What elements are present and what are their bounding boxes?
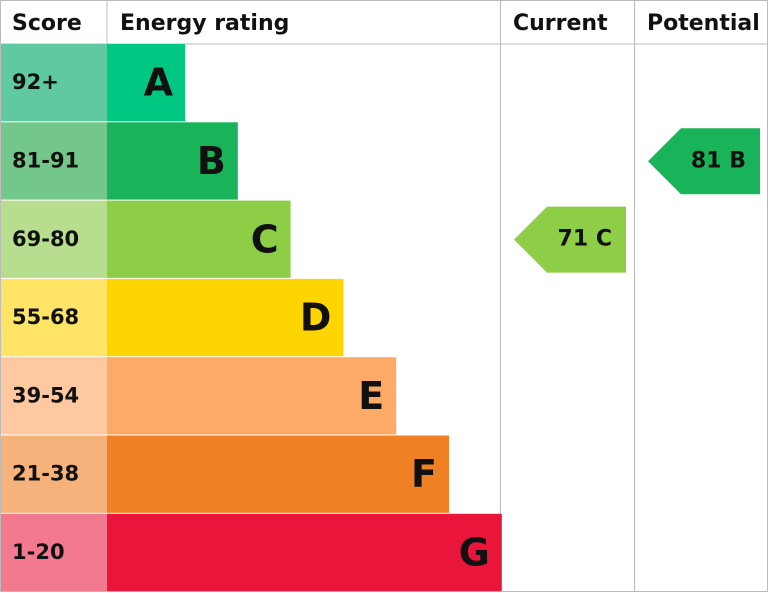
rating-letter: F	[411, 452, 437, 496]
rating-arrow-label: 81 B	[691, 148, 746, 173]
rating-bar	[107, 278, 344, 357]
score-cell	[1, 357, 107, 435]
score-cell	[1, 44, 107, 122]
rating-bar	[107, 122, 238, 200]
arrow-rating: B	[729, 148, 746, 173]
rating-arrow	[514, 206, 626, 273]
score-label: 69-80	[12, 227, 79, 251]
header: Current	[513, 11, 608, 36]
score-cell	[1, 122, 107, 200]
header: Score	[12, 11, 82, 36]
rating-letter: C	[251, 217, 279, 261]
score-cell	[1, 435, 107, 513]
score-label: 55-68	[12, 305, 79, 329]
rating-bar	[107, 513, 502, 592]
rating-bar	[107, 200, 291, 278]
score-label: 92+	[12, 70, 59, 94]
score-cell	[1, 200, 107, 278]
score-cell	[1, 513, 107, 592]
rating-letter: D	[300, 296, 332, 340]
score-label: 21-38	[12, 462, 79, 486]
arrow-score: 71	[558, 227, 589, 252]
rating-bar	[107, 44, 185, 122]
score-label: 1-20	[12, 540, 65, 564]
arrow-rating: C	[596, 227, 612, 252]
rating-letter: B	[197, 139, 226, 183]
rating-letter: A	[144, 61, 174, 105]
score-label: 39-54	[12, 383, 79, 407]
rating-letter: G	[459, 530, 490, 574]
score-cell	[1, 278, 107, 357]
arrow-score: 81	[691, 148, 722, 173]
rating-bar	[107, 435, 449, 513]
score-label: 81-91	[12, 148, 79, 172]
rating-arrow-label: 71 C	[558, 227, 612, 252]
rating-letter: E	[358, 374, 384, 418]
header: Energy rating	[120, 11, 289, 36]
rating-bar	[107, 357, 397, 435]
header: Potential	[647, 11, 760, 36]
rating-arrow	[648, 128, 760, 195]
